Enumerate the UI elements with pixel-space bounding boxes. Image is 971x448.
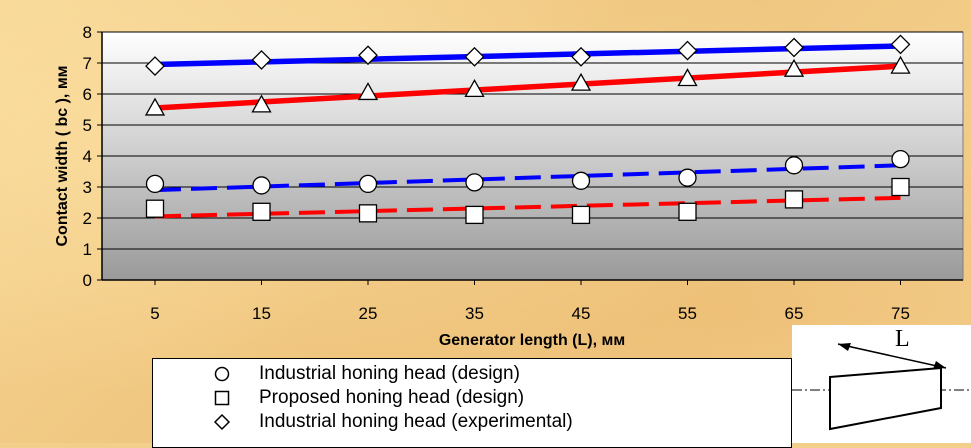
x-axis-title: Generator length (L), мм [439,332,625,349]
data-point-s2-4 [571,46,591,67]
data-point-s1-2 [358,204,378,223]
data-point-s2-7 [890,34,911,55]
legend-label: Proposed honing head (design) [259,387,525,408]
y-tick-label: 0 [83,271,92,290]
data-point-s3-0 [144,97,166,116]
data-point-s3-5 [677,68,698,87]
x-tick-label: 25 [359,304,378,323]
y-axis-title: Contact width ( bc ), мм [54,66,71,247]
data-point-s1-6 [784,190,804,209]
data-point-s3-1 [251,94,272,113]
data-point-s2-5 [677,40,698,61]
x-tick-label: 15 [252,304,271,323]
y-tick-label: 5 [83,116,92,135]
trendline-0 [154,43,901,68]
data-point-s2-0 [145,56,165,77]
x-tick-label: 65 [785,304,804,323]
legend: Industrial honing head (design) Proposed… [152,358,792,448]
legend-label: Industrial honing head (design) [259,363,520,384]
x-tick-label: 45 [572,304,591,323]
trendline-3 [154,195,901,219]
y-tick-label: 2 [83,209,92,228]
y-tick-label: 1 [83,240,92,259]
data-point-s3-4 [570,72,592,91]
y-tick-label: 4 [83,147,92,166]
data-point-s1-4 [571,205,591,225]
data-point-s0-6 [784,156,804,175]
x-tick-label: 35 [465,304,484,323]
x-tick-label: 5 [150,304,159,323]
data-point-s1-3 [465,205,484,225]
data-point-s3-2 [357,82,379,101]
circle-marker-icon [214,366,230,382]
square-marker-icon [214,390,230,406]
dimension-label: L [895,326,910,352]
y-tick-label: 6 [83,85,92,104]
data-point-s0-4 [571,171,591,190]
data-point-s3-6 [783,58,805,77]
y-tick-label: 8 [83,23,92,42]
diamond-marker-icon [213,413,231,431]
x-tick-label: 75 [891,304,910,323]
data-point-s0-0 [145,174,165,194]
data-point-s1-7 [891,177,910,197]
x-tick-label: 55 [678,304,697,323]
data-point-s3-3 [464,79,485,97]
trendline-1 [154,63,901,111]
data-point-s1-5 [678,202,697,221]
data-point-s0-2 [358,174,378,194]
data-point-s1-1 [252,202,271,221]
data-point-s0-7 [891,149,910,169]
legend-label: Industrial honing head (experimental) [259,411,573,432]
tapered-cylinder-diagram-icon [792,325,971,443]
y-tick-label: 7 [83,54,92,73]
data-point-s2-6 [784,37,804,58]
data-point-s1-0 [145,199,165,218]
data-point-s0-5 [678,168,697,187]
trendline-2 [154,163,901,193]
data-point-s0-3 [465,173,484,192]
y-tick-label: 3 [83,178,92,197]
data-point-s2-1 [251,49,272,70]
data-point-s2-2 [358,45,378,66]
data-point-s0-1 [252,176,271,195]
data-point-s2-3 [464,46,485,67]
data-point-s3-7 [890,55,911,74]
